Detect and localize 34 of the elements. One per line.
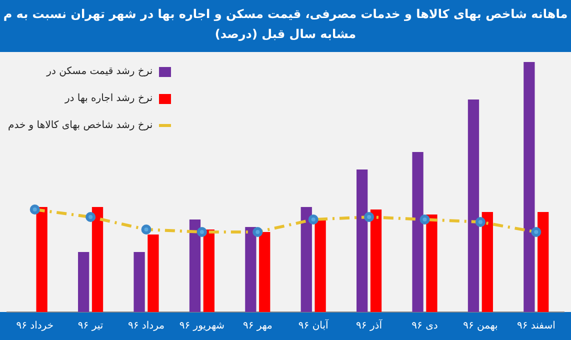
bar [314, 220, 326, 312]
bar [356, 170, 368, 312]
chart-subtitle: مشابه سال قبل (درصد) [214, 26, 358, 43]
x-tick-label: مرداد ۹۶ [128, 320, 164, 332]
legend-label: نرخ رشد اجاره بها در [64, 93, 153, 104]
x-tick-label: تیر ۹۶ [78, 320, 104, 332]
bar [370, 210, 382, 312]
x-tick-label: شهریور ۹۶ [179, 320, 225, 332]
bar [92, 207, 104, 312]
bar [36, 207, 48, 312]
bar [148, 234, 159, 312]
x-tick-label: مهر ۹۶ [242, 320, 272, 332]
legend-label: نرخ رشد قیمت مسکن در [46, 66, 153, 77]
bar [134, 252, 145, 312]
x-tick-label: آذر ۹۶ [356, 318, 384, 332]
bar [300, 207, 312, 312]
bar [468, 100, 480, 312]
bar [259, 232, 270, 312]
bar [78, 252, 90, 312]
bar [524, 62, 535, 312]
x-tick-label: دی ۹۶ [412, 320, 438, 332]
bar [245, 227, 256, 312]
bar [203, 230, 214, 312]
x-tick-label: آبان ۹۶ [298, 318, 330, 332]
bar [426, 214, 438, 312]
bar [538, 212, 549, 312]
x-tick-label: اسفند ۹۶ [516, 320, 556, 332]
chart-title: ماهانه شاخص بهای کالاها و خدمات مصرفی، قیمت مسکن و اجاره بها در شهر تهران نسبت به م [2, 6, 569, 23]
x-tick-label: بهمن ۹۶ [463, 320, 498, 332]
legend-label: نرخ رشد شاخص بهای کالاها و خدم [8, 120, 153, 131]
bar [482, 212, 493, 312]
bar [412, 152, 424, 312]
x-tick-label: خرداد ۹۶ [16, 320, 54, 332]
bar [189, 220, 201, 312]
